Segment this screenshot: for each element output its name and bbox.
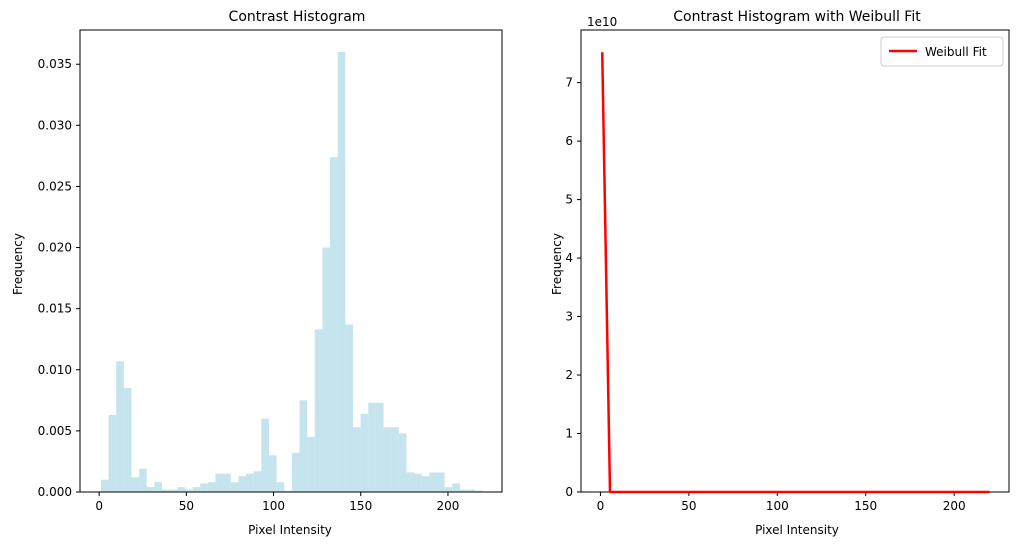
weibull-ytick-label: 7: [565, 76, 573, 90]
histogram-bar: [253, 471, 262, 492]
histogram-bars: [100, 52, 483, 492]
histogram-xlabel: Pixel Intensity: [248, 523, 332, 537]
histogram-bar: [230, 482, 239, 492]
legend-box: [880, 36, 1004, 67]
histogram-bar: [139, 468, 147, 492]
histogram-bar: [314, 329, 323, 492]
histogram-bar: [352, 427, 361, 492]
histogram-bar: [192, 487, 201, 492]
histogram-bar: [436, 472, 445, 492]
weibull-xtick-label: 0: [597, 499, 605, 513]
weibull-ytick-label: 1: [565, 427, 573, 441]
weibull-fit-line: [600, 52, 990, 494]
histogram-bar: [184, 489, 193, 492]
histogram-bar: [345, 324, 353, 492]
histogram-bar: [108, 415, 117, 492]
histogram-bar: [215, 473, 224, 492]
histogram-bar: [162, 489, 170, 492]
histogram-bar: [391, 427, 399, 492]
weibull-panel: Contrast Histogram with Weibull Fit 0 50 1…: [550, 9, 1010, 537]
weibull-xlabel: Pixel Intensity: [755, 523, 839, 537]
histogram-bar: [223, 473, 231, 492]
histogram-bar: [459, 489, 468, 492]
histogram-xtick-label: 50: [179, 499, 194, 513]
histogram-bar: [429, 472, 437, 492]
legend-label: Weibull Fit: [925, 45, 987, 59]
histogram-bar: [284, 490, 292, 492]
histogram-bar: [307, 437, 315, 492]
histogram-frame: [79, 29, 503, 493]
weibull-y-scale-label: 1e10: [587, 15, 617, 29]
histogram-bar: [200, 483, 208, 492]
weibull-ytick-label: 6: [565, 134, 573, 148]
histogram-bar: [177, 487, 185, 492]
histogram-bar: [406, 472, 415, 492]
histogram-ytick-label: 0.015: [38, 302, 72, 316]
histogram-title: Contrast Histogram: [229, 9, 366, 25]
weibull-frame: [580, 29, 1010, 493]
histogram-bar: [322, 247, 331, 492]
histogram-bar: [444, 487, 453, 492]
weibull-xtick-label: 150: [854, 499, 877, 513]
histogram-xtick-label: 0: [95, 499, 103, 513]
weibull-ytick-label: 2: [565, 368, 573, 382]
histogram-ylabel: Frequency: [11, 233, 25, 295]
histogram-bar: [261, 418, 269, 492]
histogram-bar: [291, 452, 300, 492]
histogram-panel: Contrast Histogram 0 50 100 150 200 0.000 0.00…: [11, 9, 503, 537]
histogram-bar: [146, 487, 155, 492]
histogram-xtick-label: 200: [436, 499, 459, 513]
histogram-bar: [475, 490, 483, 492]
histogram-bar: [383, 427, 392, 492]
histogram-ytick-label: 0.000: [38, 485, 72, 499]
histogram-bar: [100, 479, 109, 492]
weibull-ylabel: Frequency: [550, 233, 564, 295]
histogram-bar: [131, 477, 140, 492]
weibull-xtick-label: 50: [681, 499, 696, 513]
weibull-ytick-label: 0: [565, 485, 573, 499]
histogram-bar: [154, 482, 163, 492]
weibull-ytick-label: 4: [565, 251, 573, 265]
histogram-bar: [337, 52, 346, 492]
histogram-xtick-label: 150: [349, 499, 372, 513]
histogram-bar: [116, 361, 124, 492]
histogram-bar: [452, 483, 460, 492]
histogram-axes: 0 50 100 150 200 0.000 0.005 0.010 0.015 0.020 0.0…: [38, 29, 503, 513]
histogram-bar: [169, 489, 178, 492]
histogram-bar: [414, 473, 422, 492]
weibull-title: Contrast Histogram with Weibull Fit: [673, 9, 921, 25]
weibull-axes: 0 50 100 150 200 0 1 2 3 4 5 6 7: [565, 29, 1010, 513]
histogram-ytick-label: 0.025: [38, 179, 72, 193]
histogram-bar: [238, 476, 247, 492]
histogram-bar: [421, 476, 430, 492]
histogram-bar: [360, 413, 369, 492]
histogram-bar: [246, 473, 254, 492]
histogram-ytick-label: 0.030: [38, 118, 72, 132]
weibull-legend: Weibull Fit: [880, 36, 1004, 67]
histogram-bar: [123, 388, 132, 492]
histogram-bar: [368, 402, 376, 492]
histogram-bar: [268, 455, 277, 492]
weibull-lines: [600, 52, 990, 494]
histogram-bar: [375, 402, 384, 492]
histogram-ytick-label: 0.020: [38, 241, 72, 255]
weibull-xtick-label: 200: [943, 499, 966, 513]
histogram-bar: [330, 157, 338, 492]
histogram-bar: [398, 433, 407, 492]
weibull-ytick-label: 5: [565, 193, 573, 207]
histogram-ytick-label: 0.005: [38, 424, 72, 438]
histogram-bar: [207, 482, 216, 492]
weibull-ytick-label: 3: [565, 310, 573, 324]
histogram-bar: [299, 400, 308, 492]
histogram-ytick-label: 0.035: [38, 57, 72, 71]
histogram-bar: [467, 489, 476, 492]
histogram-xtick-label: 100: [262, 499, 285, 513]
weibull-xtick-label: 100: [766, 499, 789, 513]
histogram-bar: [276, 482, 285, 492]
histogram-ytick-label: 0.010: [38, 363, 72, 377]
